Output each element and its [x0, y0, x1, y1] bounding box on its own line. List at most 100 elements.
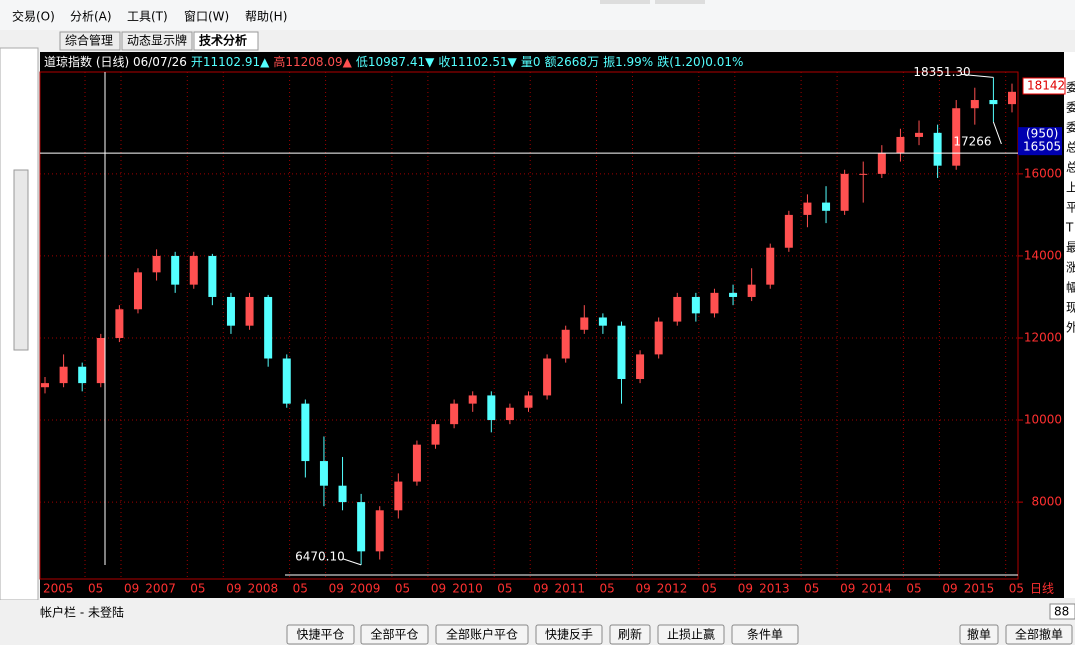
- tab[interactable]: [59, 31, 121, 51]
- x-tick-label: 05: [88, 582, 103, 596]
- annotation: 18351.30: [913, 65, 970, 79]
- candle-body: [264, 296, 273, 359]
- menu-item[interactable]: 工具(T): [127, 10, 168, 24]
- candle-body: [747, 284, 756, 297]
- candle-body: [654, 321, 663, 355]
- x-tick-label: 05: [906, 582, 921, 596]
- candle-body: [580, 317, 589, 330]
- button[interactable]: [286, 624, 355, 645]
- button[interactable]: [609, 624, 651, 645]
- button[interactable]: [731, 624, 799, 645]
- x-tick-label: 2013: [759, 582, 790, 596]
- x-tick-label: 09: [329, 582, 344, 596]
- x-tick-label: 05: [600, 582, 615, 596]
- annotation: 6470.10: [295, 549, 345, 563]
- x-tick-label: 09: [124, 582, 139, 596]
- candle-body: [487, 395, 496, 421]
- candle-body: [970, 100, 979, 109]
- x-tick-label: 09: [226, 582, 241, 596]
- crosshair-box: [1018, 127, 1062, 156]
- candle-body: [133, 272, 142, 310]
- info-item: 额2668万: [545, 55, 600, 69]
- button[interactable]: [360, 624, 429, 645]
- candle-body: [152, 255, 161, 273]
- scrollbar-thumb[interactable]: [13, 169, 29, 351]
- candle-body: [803, 202, 812, 215]
- x-tick-label: 05: [702, 582, 717, 596]
- x-tick-label: 2014: [861, 582, 892, 596]
- y-tick-label: 10000: [1024, 413, 1062, 427]
- y-tick-label: 12000: [1024, 330, 1062, 344]
- crosshair-label: 16505: [1023, 140, 1061, 154]
- button[interactable]: [435, 624, 529, 645]
- window-button[interactable]: [600, 0, 650, 4]
- x-tick-label: 2007: [145, 582, 176, 596]
- button-label: 快捷平仓: [296, 628, 344, 642]
- info-item: 量0: [521, 55, 541, 69]
- menu-item[interactable]: 窗口(W): [184, 10, 229, 24]
- candle-body: [319, 461, 328, 486]
- x-tick-label: 2005: [43, 582, 74, 596]
- menu-item[interactable]: 帮助(H): [245, 10, 287, 24]
- candle-body: [208, 255, 217, 297]
- side-label: 总: [1066, 141, 1075, 155]
- side-label: 平: [1066, 201, 1075, 215]
- candle-body: [375, 510, 384, 552]
- candle-body: [915, 132, 924, 137]
- info-item: 低10987.41▼: [356, 55, 435, 69]
- button[interactable]: [535, 624, 603, 645]
- candle-body: [226, 296, 235, 326]
- button-label: 全部撤单: [1015, 627, 1063, 642]
- quote-info: 道琼指数 (日线) 06/07/26 开11102.91▲ 高11208.09▲ 低1…: [44, 54, 743, 69]
- candle-body: [115, 309, 124, 338]
- side-label: 最: [1066, 241, 1075, 255]
- button[interactable]: [657, 624, 725, 645]
- side-label: 总: [1066, 161, 1075, 175]
- candle-body: [78, 366, 87, 384]
- candle-body: [245, 296, 254, 326]
- candle-body: [394, 481, 403, 511]
- side-label: T: [1065, 221, 1074, 235]
- candle-body: [41, 383, 49, 388]
- window-button[interactable]: [655, 0, 705, 4]
- candle-body: [896, 136, 905, 154]
- tab-label: 综合管理: [65, 33, 113, 48]
- button[interactable]: [959, 624, 999, 645]
- info-item: 收11102.51▼: [438, 55, 517, 69]
- info-item: 开11102.91▲: [191, 55, 270, 69]
- candle-body: [505, 407, 514, 421]
- menu-item[interactable]: 交易(O): [12, 9, 55, 24]
- x-tick-label: 2009: [350, 582, 381, 596]
- candle-body: [59, 366, 68, 384]
- side-label: 委: [1066, 81, 1075, 95]
- candle-body: [952, 108, 961, 166]
- x-tick-label: 09: [738, 582, 753, 596]
- candle-body: [784, 214, 793, 248]
- side-panel: [1064, 52, 1075, 598]
- button-label: 快捷反手: [545, 628, 593, 642]
- side-label: 幅: [1066, 280, 1075, 295]
- page-size-select[interactable]: [1049, 603, 1075, 620]
- annotation-leader: [961, 73, 994, 78]
- candle-body: [412, 444, 421, 482]
- x-tick-label: 05: [1009, 582, 1024, 596]
- candle-body: [933, 132, 942, 166]
- side-label: 涨: [1066, 260, 1075, 275]
- side-label: 委: [1066, 121, 1075, 135]
- crosshair-change: (950): [1026, 127, 1058, 141]
- menu-bar: [0, 0, 1075, 30]
- annotation-leader: [342, 558, 362, 566]
- candle-body: [859, 173, 868, 175]
- menu-item[interactable]: 分析(A): [70, 10, 112, 24]
- x-tick-label: 05: [804, 582, 819, 596]
- button-label: 条件单: [747, 628, 783, 642]
- candle-body: [189, 255, 198, 285]
- candle-body: [450, 403, 459, 425]
- tab[interactable]: [121, 31, 193, 51]
- candle-body: [301, 403, 310, 462]
- info-item: 跌(1.20)0.01%: [657, 54, 743, 69]
- candle-body: [468, 395, 477, 404]
- tab[interactable]: [193, 31, 259, 51]
- button[interactable]: [1005, 624, 1073, 645]
- side-label: 外: [1066, 321, 1075, 335]
